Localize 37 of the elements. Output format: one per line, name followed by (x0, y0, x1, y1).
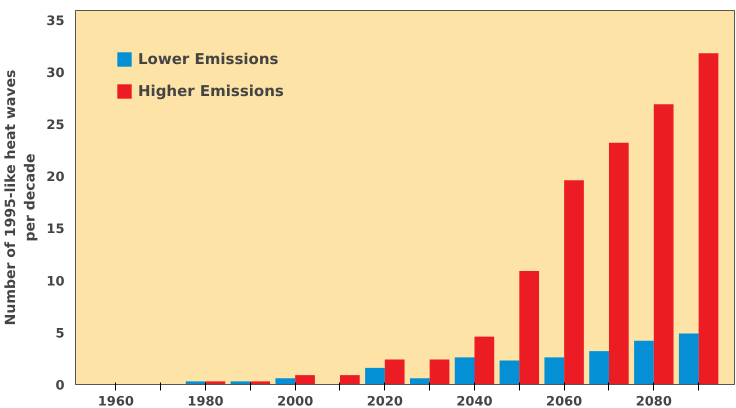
y-tick-label: 0 (55, 378, 64, 394)
y-axis-title: Number of 1995-like heat waves per decade (3, 70, 38, 326)
legend-label: Higher Emissions (138, 82, 284, 100)
x-tick-label: 2080 (636, 394, 672, 408)
x-tick-label: 1960 (98, 394, 134, 408)
bar (654, 104, 674, 384)
bar (275, 378, 296, 384)
y-tick-label: 30 (46, 66, 65, 81)
y-tick-label: 10 (46, 274, 65, 290)
bar (454, 357, 474, 384)
x-tick-label: 2000 (277, 394, 314, 408)
x-tick-label: 1980 (187, 394, 224, 408)
bar (608, 142, 629, 384)
bar (634, 340, 654, 384)
bar (340, 375, 360, 384)
bar (564, 180, 584, 384)
bar (410, 378, 430, 384)
bar (365, 368, 385, 384)
bar (519, 270, 540, 384)
bar (678, 333, 699, 384)
bar (474, 336, 494, 384)
y-tick-label: 15 (46, 222, 65, 238)
y-tick-label: 5 (55, 326, 64, 342)
bar (544, 357, 564, 384)
bar (295, 375, 315, 384)
y-tick-label: 25 (46, 118, 65, 134)
y-tick-label: 35 (46, 14, 65, 29)
x-tick-label: 2060 (546, 394, 582, 408)
bar (500, 360, 520, 384)
x-tick-label: 2020 (366, 394, 403, 408)
bar (698, 53, 718, 384)
bar (430, 359, 450, 384)
bar (589, 351, 609, 384)
x-tick-label: 2040 (456, 394, 493, 408)
y-tick-label: 20 (46, 170, 65, 186)
bar (384, 359, 405, 384)
legend-label: Lower Emissions (138, 50, 278, 68)
